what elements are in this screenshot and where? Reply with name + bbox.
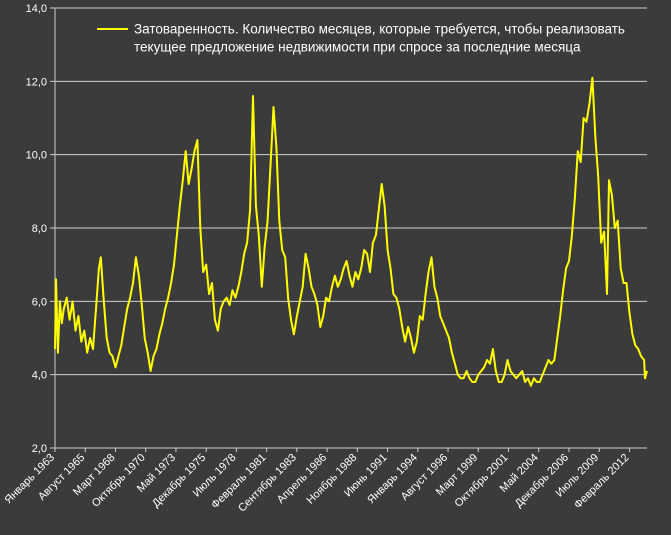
y-tick-label: 6,0: [32, 296, 47, 308]
y-tick-label: 10,0: [26, 150, 47, 162]
legend-label-line1: Затоваренность. Количество месяцев, кото…: [134, 22, 625, 37]
y-tick-label: 14,0: [26, 3, 47, 15]
series-line: [54, 76, 648, 387]
y-tick-label: 8,0: [32, 223, 47, 235]
y-tick-label: 12,0: [26, 76, 47, 88]
y-tick-label: 4,0: [32, 370, 47, 382]
series-group: [54, 76, 648, 387]
legend-label-line2: текущее предложение недвижимости при спр…: [134, 40, 581, 55]
y-axis-tick-labels: 2,0 4,0 6,0 8,0 10,0 12,0 14,0: [26, 3, 47, 455]
legend: Затоваренность. Количество месяцев, кото…: [97, 22, 625, 55]
axes: [50, 7, 647, 452]
y-tick-label: 2,0: [32, 443, 47, 455]
